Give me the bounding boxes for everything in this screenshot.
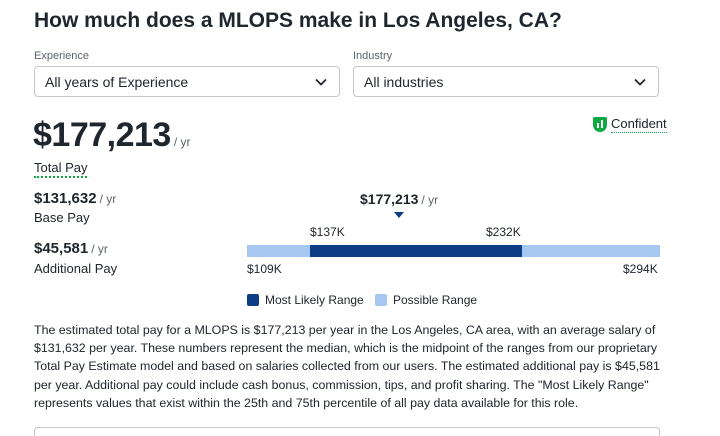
confidence-bars-icon (593, 117, 607, 132)
legend-possible: Possible Range (375, 293, 477, 307)
total-pay-amount: $177,213 (33, 116, 171, 154)
most-likely-swatch (247, 294, 259, 306)
next-section-card (34, 427, 660, 436)
median-marker-icon (394, 212, 404, 218)
total-pay-amount-group: $177,213 / yr (33, 116, 190, 155)
median-pay-amount: $177,213 (360, 191, 419, 207)
total-pay-unit: / yr (173, 135, 191, 149)
base-pay-amount: $131,632 (34, 190, 97, 207)
possible-range-bar (247, 245, 660, 257)
base-pay-label: Base Pay (34, 210, 90, 225)
possible-range-min-label: $109K (247, 262, 282, 276)
legend-most-likely-label: Most Likely Range (265, 293, 364, 307)
median-pay-unit: / yr (421, 193, 439, 207)
base-pay-unit: / yr (99, 192, 117, 206)
likely-range-low-label: $137K (310, 225, 345, 239)
experience-select-value: All years of Experience (45, 73, 189, 90)
experience-label: Experience (34, 50, 90, 62)
confidence-indicator[interactable]: Confident (593, 116, 667, 133)
page-title: How much does a MLOPS make in Los Angele… (34, 9, 562, 32)
likely-range-high-label: $232K (486, 225, 521, 239)
confidence-label: Confident (611, 116, 667, 133)
possible-range-max-label: $294K (623, 262, 658, 276)
industry-label: Industry (353, 50, 393, 62)
experience-select[interactable]: All years of Experience (34, 66, 340, 97)
possible-swatch (375, 294, 387, 306)
additional-pay-label: Additional Pay (34, 261, 118, 276)
industry-select[interactable]: All industries (353, 66, 659, 97)
base-pay-amount-group: $131,632 / yr (34, 190, 116, 207)
additional-pay-amount: $45,581 (34, 240, 89, 257)
legend-possible-label: Possible Range (393, 293, 478, 307)
legend-most-likely: Most Likely Range (247, 293, 364, 307)
chevron-down-icon (634, 78, 646, 86)
chevron-down-icon (315, 78, 327, 86)
additional-pay-unit: / yr (91, 242, 108, 256)
median-pay-callout: $177,213 / yr (360, 191, 438, 207)
pay-description: The estimated total pay for a MLOPS is $… (34, 323, 660, 410)
total-pay-label[interactable]: Total Pay (34, 160, 88, 178)
industry-select-value: All industries (364, 73, 444, 90)
most-likely-range-bar (309, 245, 522, 257)
additional-pay-amount-group: $45,581 / yr (34, 240, 108, 257)
